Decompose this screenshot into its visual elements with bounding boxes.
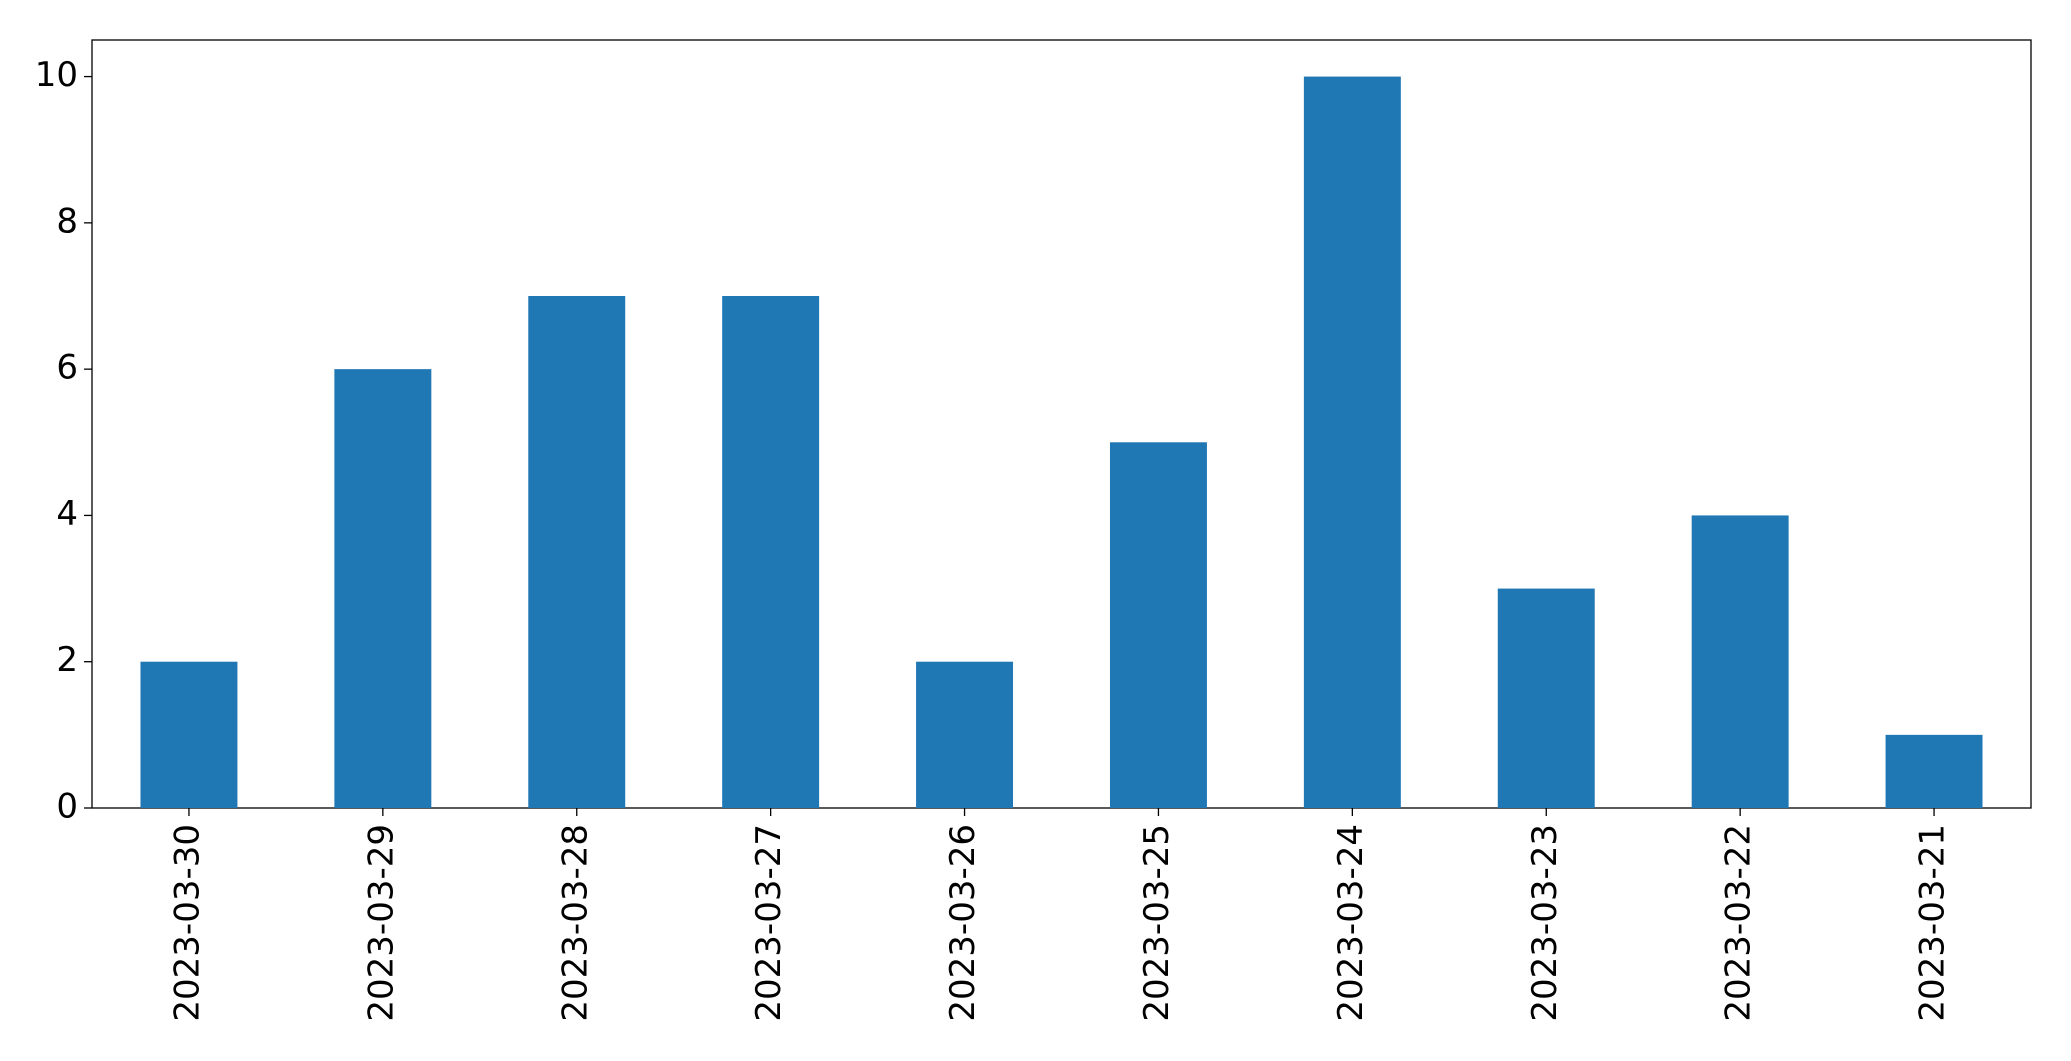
x-tick-label: 2023-03-26 (943, 824, 983, 1022)
y-tick-label: 4 (56, 494, 78, 534)
x-tick-label: 2023-03-22 (1719, 824, 1759, 1022)
bar (1109, 442, 1207, 808)
y-tick-label: 8 (56, 201, 78, 241)
bar (722, 296, 820, 808)
plot-frame (91, 39, 2032, 809)
bar (334, 369, 432, 808)
bar (1885, 734, 1983, 808)
y-tick-label: 10 (35, 55, 78, 95)
x-tick-label: 2023-03-24 (1331, 824, 1371, 1022)
y-tick-label: 2 (56, 640, 78, 680)
bar (1497, 588, 1595, 808)
bar (1303, 76, 1401, 809)
y-tick-label: 0 (56, 787, 78, 827)
bar (1691, 515, 1789, 808)
x-tick-label: 2023-03-27 (749, 824, 789, 1022)
x-tick-label: 2023-03-28 (555, 824, 595, 1022)
y-tick-label: 6 (56, 348, 78, 388)
x-tick-label: 2023-03-29 (361, 824, 401, 1022)
bar (528, 296, 626, 808)
x-tick-label: 2023-03-23 (1525, 824, 1565, 1022)
bar (916, 661, 1014, 808)
x-tick-label: 2023-03-25 (1137, 824, 1177, 1022)
bar (140, 661, 238, 808)
x-tick-label: 2023-03-21 (1913, 824, 1953, 1022)
x-tick-label: 2023-03-30 (167, 824, 207, 1022)
